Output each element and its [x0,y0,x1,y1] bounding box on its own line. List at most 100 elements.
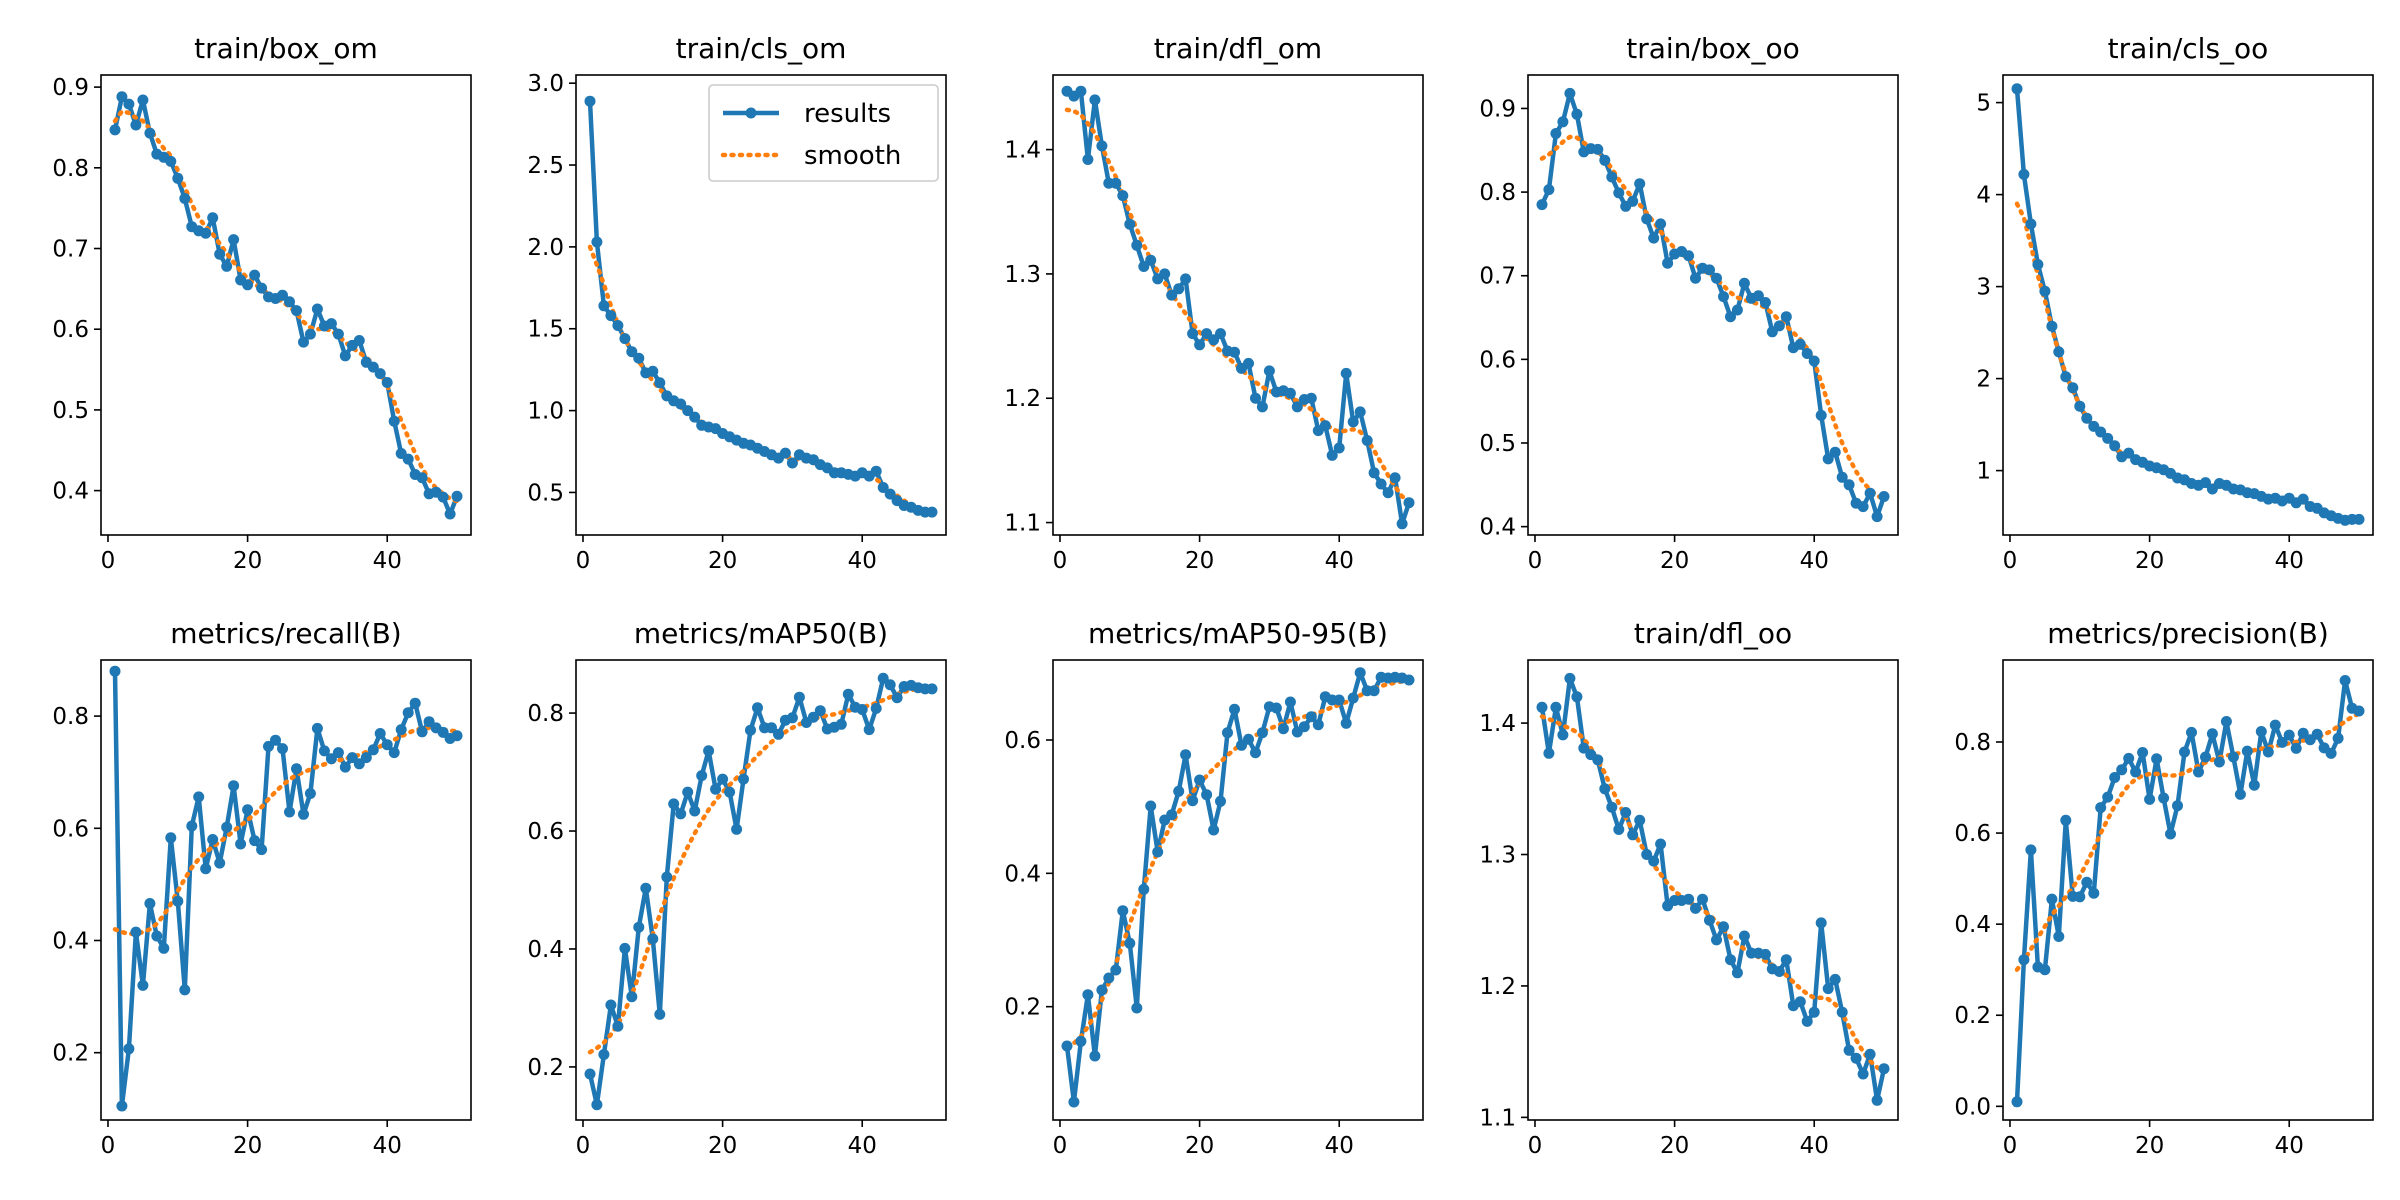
results-point [381,377,393,388]
results-point [1662,257,1674,269]
results-point [228,780,240,792]
chart-title: metrics/precision(B) [2047,617,2329,650]
results-point [1333,442,1345,454]
results-point [1110,177,1122,189]
results-point [1187,328,1199,340]
results-point [689,805,701,817]
results-point [2053,931,2065,942]
y-tick-label: 2.0 [527,235,564,261]
results-point [870,702,882,714]
results-point [1089,1050,1101,1062]
results-point [1291,401,1303,413]
results-point [1725,311,1736,323]
results-point [144,898,156,909]
results-point [2144,793,2156,805]
results-point [2339,675,2351,686]
x-tick-label: 20 [1660,548,1689,574]
y-tick-label: 1.0 [527,399,564,425]
y-tick-label: 0.4 [52,928,89,954]
results-line [587,676,932,1107]
results-point [1850,1052,1862,1064]
y-tick-label: 0.2 [1004,995,1041,1021]
results-point [2332,732,2344,744]
results-point [1683,250,1695,262]
results-point [2248,779,2260,791]
y-tick-label: 5 [1976,91,1991,117]
results-point [1836,471,1848,483]
results-point [2060,371,2072,383]
legend-results-label: results [804,99,891,129]
results-point [1229,346,1240,358]
legend-results-marker [745,107,757,119]
results-point [2025,844,2037,856]
results-point [1319,420,1331,432]
axes-frame [2002,659,2374,1121]
results-point [835,718,847,730]
results-point [1773,966,1785,977]
x-tick-label: 40 [1325,1133,1354,1159]
results-point [1284,696,1296,708]
results-point [291,763,302,775]
results-point [2193,766,2204,778]
results-point [2200,751,2211,763]
smooth-line [112,725,460,937]
results-point [696,770,708,782]
results-point [1243,357,1254,369]
x-tick-label: 40 [373,1133,402,1159]
results-point [731,823,743,835]
results-point [332,328,344,340]
results-point [1711,272,1722,284]
results-point [311,303,323,315]
results-point [1780,311,1792,323]
results-point [395,724,407,736]
results-line [1065,88,1412,527]
results-point [2220,716,2232,727]
results-point [374,368,386,380]
results-point [1634,178,1646,190]
y-tick-label: 0.2 [1954,1003,1991,1029]
results-point [1305,711,1317,723]
results-point [2081,876,2093,888]
results-point [1075,85,1087,97]
y-tick-label: 0.4 [1954,912,1991,938]
results-point [682,405,694,417]
results-point [1815,917,1827,929]
smooth-line [1539,134,1887,502]
results-point [284,296,295,308]
results-point [877,482,889,493]
y-tick-label: 3.0 [527,71,564,97]
results-point [1613,187,1625,199]
results-point [1117,190,1129,202]
results-point [1180,749,1192,761]
results-point [619,333,631,345]
y-tick-label: 3 [1976,275,1991,301]
results-point [1061,1040,1073,1052]
results-point [298,336,309,348]
results-point [1599,783,1611,795]
results-point [451,730,463,742]
results-point [1068,1096,1080,1108]
results-point [2039,964,2051,976]
results-point [381,739,393,751]
results-point [1550,701,1562,713]
results-point [1641,849,1653,860]
results-point [158,942,170,954]
results-point [2102,432,2114,444]
results-point [1396,518,1408,530]
results-point [2018,954,2030,966]
y-tick-label: 1 [1976,459,1991,485]
y-tick-label: 0.6 [1954,821,1991,847]
results-point [1794,338,1806,350]
results-point [863,724,875,736]
results-line [1064,670,1410,1105]
y-tick-label: 0.6 [52,317,89,343]
axes-frame [100,659,472,1121]
results-point [1201,789,1213,801]
results-point [291,305,302,317]
results-point [1075,1035,1087,1047]
results-point [1711,934,1722,946]
results-point [682,786,694,798]
results-point [1613,824,1625,835]
chart-panel: train/cls_om 0 20 40 0.5 1.0 1.5 2.0 2.5 3.0 resul… [527,32,947,574]
results-point [1794,996,1806,1008]
